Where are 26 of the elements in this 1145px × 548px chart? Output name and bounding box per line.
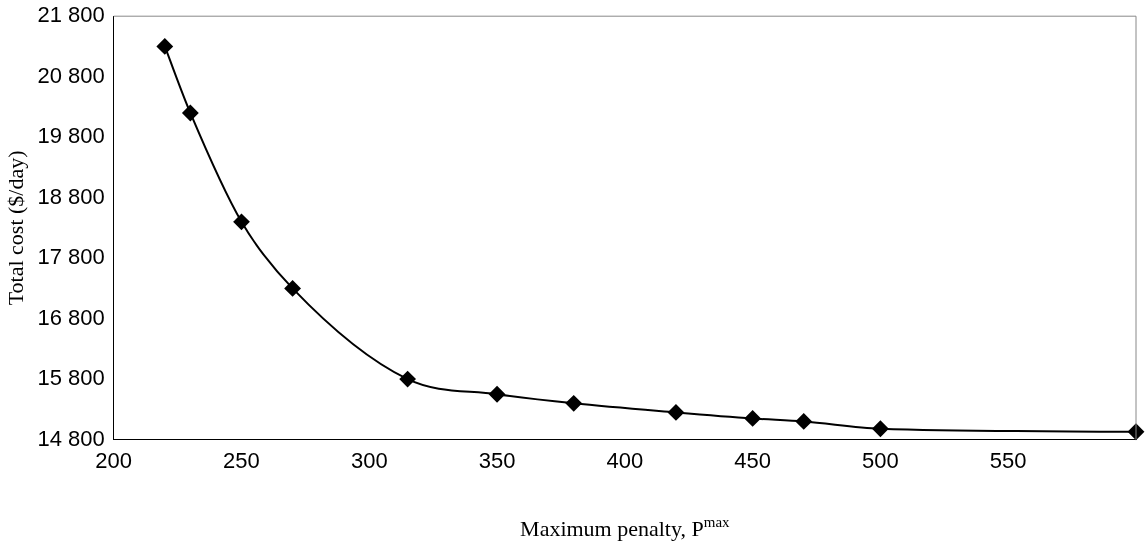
x-tick-label: 250 — [223, 447, 260, 473]
point — [565, 395, 582, 412]
point — [284, 280, 301, 297]
point — [182, 104, 199, 121]
x-tick-label: 400 — [606, 447, 644, 473]
y-axis-title: Total cost ($/day) — [2, 150, 28, 306]
point — [744, 410, 761, 427]
x-tick-label: 500 — [862, 447, 899, 473]
point — [872, 420, 889, 437]
point — [489, 386, 506, 403]
y-tick-label: 20 800 — [37, 62, 105, 88]
y-tick-label: 17 800 — [37, 244, 105, 270]
point — [399, 371, 416, 388]
y-tick-label: 21 800 — [37, 2, 105, 28]
point — [233, 213, 250, 230]
point — [795, 413, 812, 430]
y-tick-label: 15 800 — [37, 365, 105, 391]
y-tick-label: 18 800 — [37, 183, 105, 209]
x-tick-label: 350 — [478, 447, 516, 473]
point — [156, 38, 173, 55]
y-tick-label: 16 800 — [37, 304, 105, 330]
x-tick-label: 300 — [350, 447, 388, 473]
x-tick-label: 550 — [989, 447, 1027, 473]
point — [667, 404, 684, 421]
y-tick-label: 19 800 — [37, 123, 105, 149]
x-tick-label: 450 — [734, 447, 771, 473]
